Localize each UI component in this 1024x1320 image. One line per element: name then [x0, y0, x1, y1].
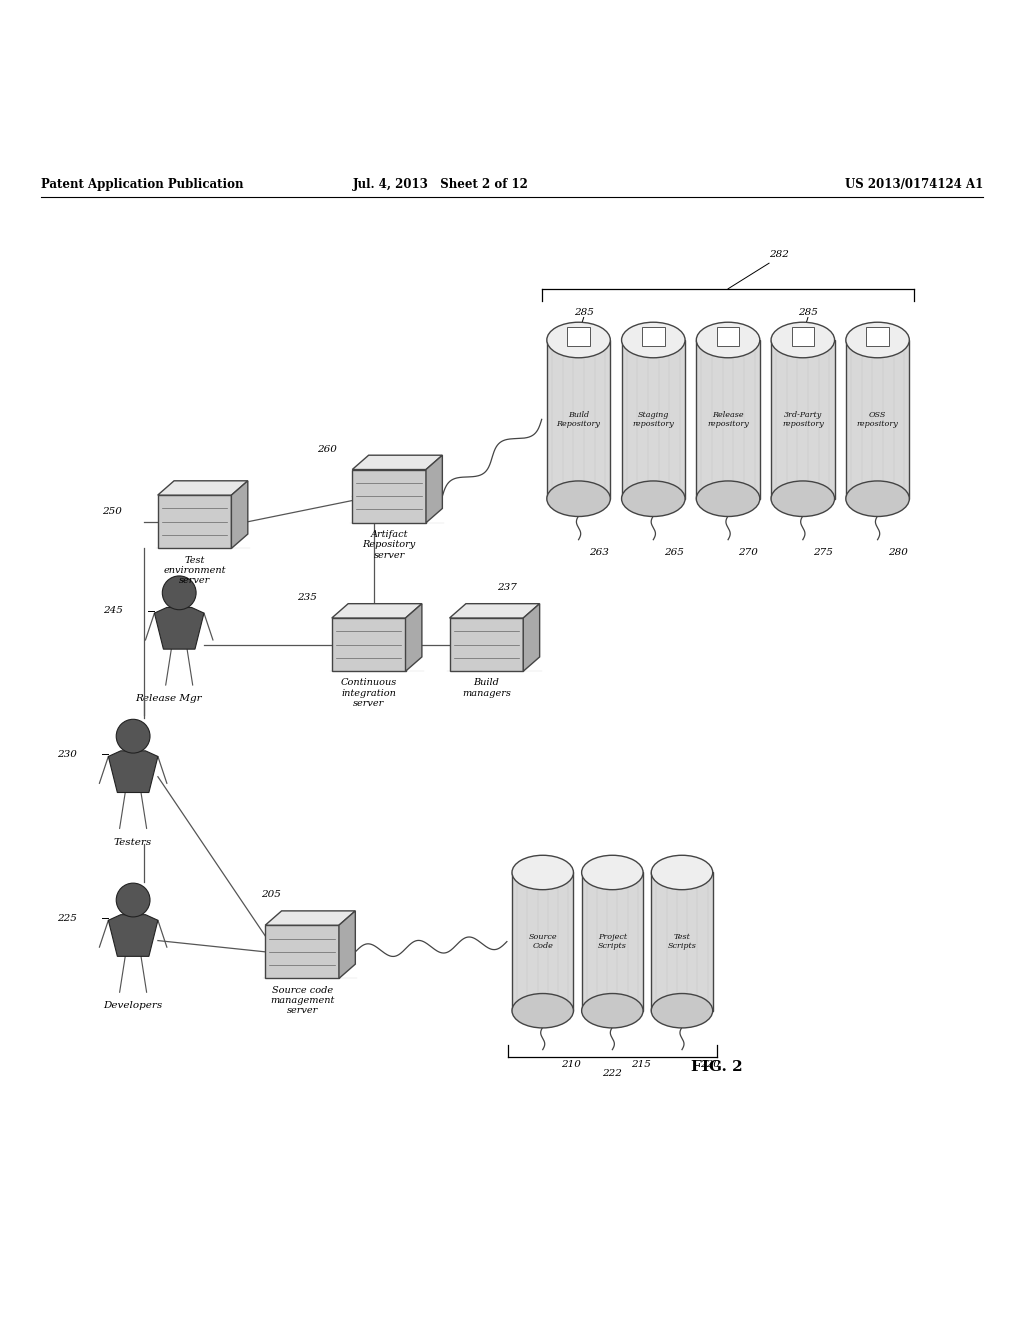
Text: 237: 237 [497, 583, 516, 591]
Text: Artifact
Repository
server: Artifact Repository server [362, 529, 416, 560]
FancyBboxPatch shape [717, 327, 739, 346]
Ellipse shape [582, 855, 643, 890]
Text: Test
environment
server: Test environment server [163, 556, 226, 585]
Text: Continuous
integration
server: Continuous integration server [341, 678, 396, 709]
Ellipse shape [622, 480, 685, 516]
Polygon shape [523, 603, 540, 672]
Ellipse shape [547, 480, 610, 516]
Text: Staging
repository: Staging repository [633, 411, 674, 428]
Ellipse shape [771, 480, 835, 516]
Circle shape [162, 576, 197, 610]
Polygon shape [339, 911, 355, 978]
Polygon shape [426, 455, 442, 523]
Text: Release Mgr: Release Mgr [135, 694, 203, 704]
Polygon shape [332, 618, 406, 672]
Polygon shape [158, 495, 231, 548]
Text: Build
managers: Build managers [462, 678, 511, 698]
Text: Jul. 4, 2013   Sheet 2 of 12: Jul. 4, 2013 Sheet 2 of 12 [352, 178, 528, 191]
Ellipse shape [696, 322, 760, 358]
Polygon shape [231, 480, 248, 548]
Text: 263: 263 [589, 548, 608, 557]
Text: OSS
repository: OSS repository [857, 411, 898, 428]
Ellipse shape [846, 480, 909, 516]
Text: 235: 235 [297, 593, 316, 602]
Polygon shape [158, 480, 248, 495]
Text: FIG. 2: FIG. 2 [691, 1060, 742, 1073]
Text: 220: 220 [700, 1060, 720, 1069]
Text: 250: 250 [102, 507, 122, 516]
Polygon shape [109, 751, 158, 792]
Text: 260: 260 [317, 445, 337, 454]
Polygon shape [512, 873, 573, 1011]
Text: Test
Scripts: Test Scripts [668, 933, 696, 950]
Text: 265: 265 [664, 548, 683, 557]
Circle shape [117, 883, 151, 917]
Ellipse shape [696, 480, 760, 516]
Polygon shape [771, 341, 835, 499]
Ellipse shape [582, 994, 643, 1028]
Text: 210: 210 [561, 1060, 581, 1069]
Ellipse shape [512, 994, 573, 1028]
Text: Project
Scripts: Project Scripts [598, 933, 627, 950]
Ellipse shape [547, 322, 610, 358]
Ellipse shape [651, 994, 713, 1028]
Polygon shape [265, 925, 339, 978]
Text: 245: 245 [103, 606, 123, 615]
Text: 280: 280 [888, 548, 907, 557]
Text: 225: 225 [57, 913, 77, 923]
Polygon shape [406, 603, 422, 672]
Text: Source
Code: Source Code [528, 933, 557, 950]
Circle shape [117, 719, 151, 754]
Text: Source code
management
server: Source code management server [270, 986, 334, 1015]
FancyBboxPatch shape [792, 327, 814, 346]
Ellipse shape [622, 322, 685, 358]
Polygon shape [155, 607, 204, 649]
Ellipse shape [846, 322, 909, 358]
Text: 230: 230 [57, 750, 77, 759]
Text: Patent Application Publication: Patent Application Publication [41, 178, 244, 191]
Polygon shape [109, 915, 158, 957]
Text: Developers: Developers [103, 1002, 163, 1010]
Text: Build
Repository: Build Repository [557, 411, 600, 428]
Ellipse shape [771, 322, 835, 358]
Polygon shape [450, 603, 540, 618]
Text: 285: 285 [573, 309, 594, 318]
Text: Release
repository: Release repository [708, 411, 749, 428]
Polygon shape [582, 873, 643, 1011]
FancyBboxPatch shape [642, 327, 665, 346]
Polygon shape [696, 341, 760, 499]
Polygon shape [352, 455, 442, 470]
Ellipse shape [651, 855, 713, 890]
Polygon shape [265, 911, 355, 925]
Text: US 2013/0174124 A1: US 2013/0174124 A1 [845, 178, 983, 191]
Polygon shape [332, 603, 422, 618]
Polygon shape [352, 470, 426, 523]
Text: 3rd-Party
repository: 3rd-Party repository [782, 411, 823, 428]
Text: 275: 275 [813, 548, 833, 557]
Text: Testers: Testers [114, 838, 153, 846]
Text: 285: 285 [798, 309, 818, 318]
FancyBboxPatch shape [866, 327, 889, 346]
Text: 270: 270 [738, 548, 758, 557]
Text: 222: 222 [602, 1069, 623, 1078]
Polygon shape [450, 618, 523, 672]
Text: 215: 215 [631, 1060, 650, 1069]
Text: 205: 205 [261, 890, 281, 899]
Ellipse shape [512, 855, 573, 890]
Polygon shape [547, 341, 610, 499]
Polygon shape [846, 341, 909, 499]
FancyBboxPatch shape [567, 327, 590, 346]
Polygon shape [622, 341, 685, 499]
Text: 282: 282 [769, 249, 790, 259]
Polygon shape [651, 873, 713, 1011]
